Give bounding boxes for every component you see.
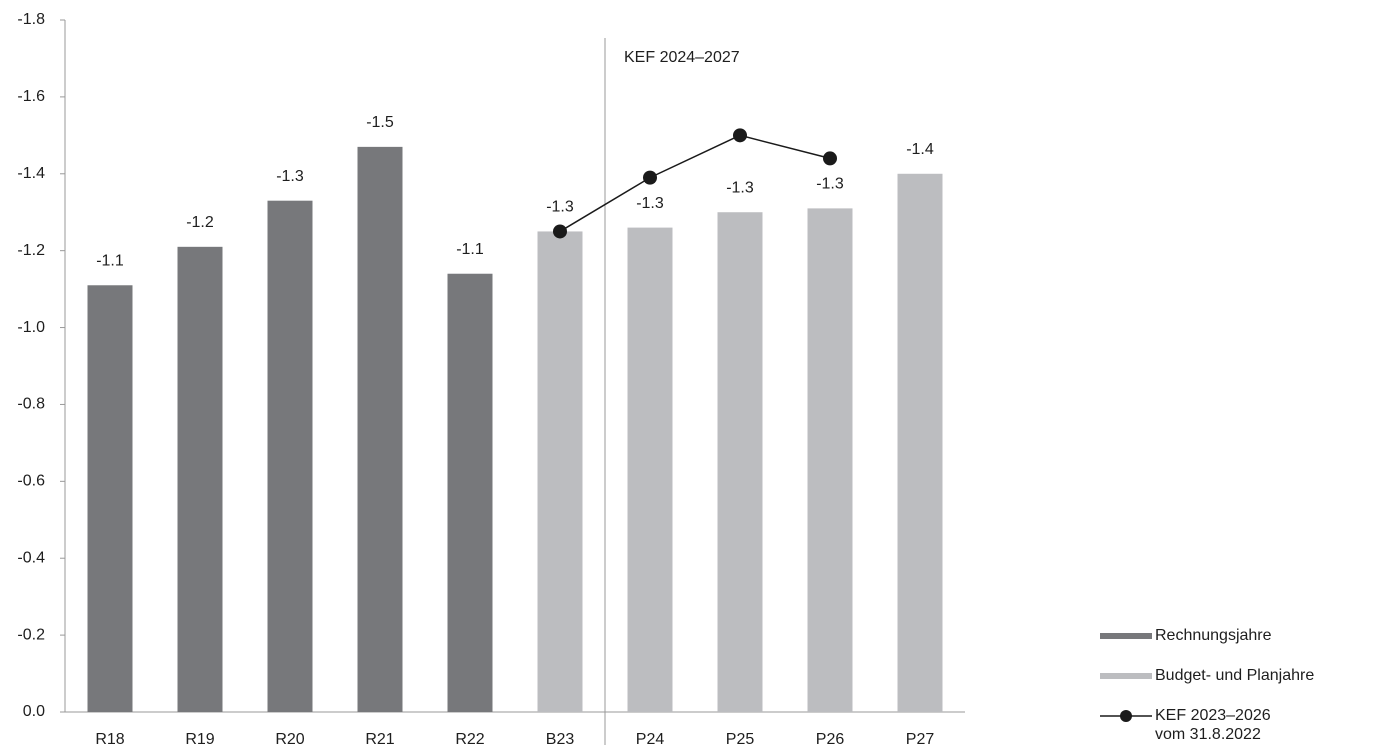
marker <box>733 128 747 143</box>
value-label: -1.3 <box>276 168 304 185</box>
marker <box>553 224 567 239</box>
y-tick-label: -0.2 <box>17 626 45 643</box>
bar <box>447 273 493 712</box>
x-tick-label: R20 <box>275 731 304 748</box>
y-tick-label: -1.6 <box>17 88 45 105</box>
legend-label: Rechnungsjahre <box>1155 627 1272 644</box>
value-label: -1.1 <box>456 241 484 258</box>
value-label: -1.3 <box>636 195 664 212</box>
y-tick-label: -1.2 <box>17 242 45 259</box>
y-tick-label: -1.4 <box>17 165 45 182</box>
bar <box>537 231 583 712</box>
y-tick-label: -0.4 <box>17 549 45 566</box>
marker <box>643 170 657 185</box>
bar <box>807 208 853 712</box>
y-tick-label: 0.0 <box>23 703 45 720</box>
x-tick-label: P25 <box>726 731 755 748</box>
y-tick-label: -0.8 <box>17 396 45 413</box>
legend-swatch <box>1100 633 1152 639</box>
marker <box>823 151 837 166</box>
x-tick-label: R21 <box>365 731 394 748</box>
value-label: -1.1 <box>96 252 124 269</box>
bar <box>177 246 223 713</box>
x-tick-label: B23 <box>546 731 575 748</box>
y-tick-label: -1.0 <box>17 319 45 336</box>
bar <box>267 200 313 712</box>
legend-swatch <box>1100 673 1152 679</box>
x-tick-label: R19 <box>185 731 214 748</box>
annotation: KEF 2024–2027 <box>624 49 740 66</box>
value-label: -1.3 <box>546 199 574 216</box>
bar <box>897 173 943 712</box>
value-label: -1.3 <box>816 176 844 193</box>
x-tick-label: R18 <box>95 731 124 748</box>
bar <box>717 212 763 712</box>
value-label: -1.2 <box>186 214 214 231</box>
legend-label: KEF 2023–2026 vom 31.8.2022 <box>1155 707 1271 743</box>
bar <box>627 227 673 712</box>
value-label: -1.4 <box>906 141 934 158</box>
value-label: -1.5 <box>366 114 394 131</box>
bar <box>357 146 403 712</box>
y-tick-label: -0.6 <box>17 473 45 490</box>
x-tick-label: P27 <box>906 731 935 748</box>
x-tick-label: R22 <box>455 731 484 748</box>
legend-label: Budget- und Planjahre <box>1155 667 1315 684</box>
value-label: -1.3 <box>726 179 754 196</box>
legend-marker <box>1120 710 1132 722</box>
x-tick-label: P24 <box>636 731 665 748</box>
y-tick-label: -1.8 <box>17 11 45 28</box>
line <box>559 134 831 233</box>
x-tick-label: P26 <box>816 731 845 748</box>
bar <box>87 285 133 712</box>
